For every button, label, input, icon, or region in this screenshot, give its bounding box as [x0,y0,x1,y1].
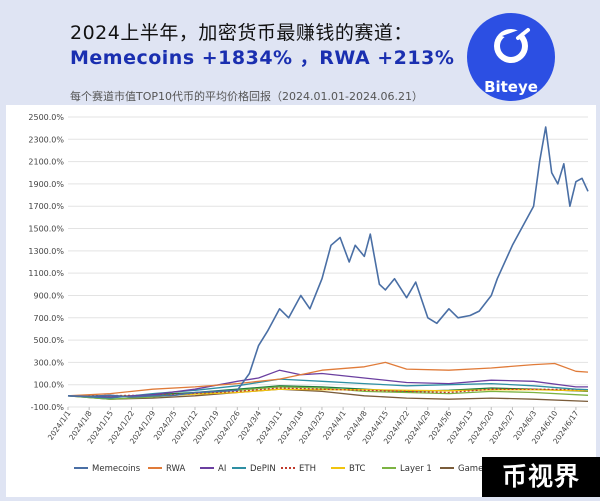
y-tick-label: 100.0% [33,381,64,390]
y-tick-label: 1700.0% [28,202,64,211]
biteye-logo-icon [467,13,555,101]
series-line-memecoins [67,126,589,398]
x-axis-ticks: 2024/1/12024/1/82024/1/152024/1/222024/1… [46,407,581,446]
y-tick-label: 1300.0% [28,247,64,256]
legend-label: Layer 1 [400,464,432,474]
watermark: 币视界 [482,457,600,497]
series-line-gamefi [67,388,589,403]
legend-label: BTC [349,464,366,474]
y-tick-label: 900.0% [33,291,64,300]
series-line-eth [67,387,589,397]
y-tick-label: 1100.0% [28,269,64,278]
y-tick-label: 2300.0% [28,135,64,144]
y-tick-label: 2500.0% [28,113,64,122]
y-tick-label: 500.0% [33,336,64,345]
series-lines [67,126,589,403]
chart-title: 2024上半年，加密货币最赚钱的赛道： [70,22,413,44]
legend-label: RWA [166,464,186,474]
series-line-depin [67,378,589,399]
legend-label: DePIN [250,464,276,474]
series-line-layer-1 [67,386,589,400]
gridlines [68,116,588,408]
y-tick-label: 1500.0% [28,225,64,234]
biteye-logo: Biteye [466,12,556,102]
plot-area: -100.0% 100.0% 300.0% 500.0% 700.0% 900.0% 110… [6,105,596,497]
y-tick-label: 700.0% [33,314,64,323]
legend-label: GameFi [458,464,490,474]
y-tick-label: 1900.0% [28,180,64,189]
y-tick-label: 300.0% [33,358,64,367]
legend-label: ETH [299,464,316,474]
y-tick-label: 2100.0% [28,158,64,167]
y-axis-ticks: -100.0% 100.0% 300.0% 500.0% 700.0% 900.0% 110… [28,113,64,412]
series-line-rwa [67,361,589,397]
legend-label: AI [218,464,226,474]
legend-label: Memecoins [92,464,141,474]
line-chart: -100.0% 100.0% 300.0% 500.0% 700.0% 900.0% 110… [28,113,589,474]
y-tick-label: -100.0% [31,403,65,412]
logo-text: Biteye [484,78,538,96]
chart-subtitle: 每个赛道市值TOP10代币的平均价格回报（2024.01.01-2024.06.… [70,90,423,103]
chart-headline-returns: Memecoins +1834% ，RWA +213% [70,47,455,69]
series-line-ai [67,369,588,398]
